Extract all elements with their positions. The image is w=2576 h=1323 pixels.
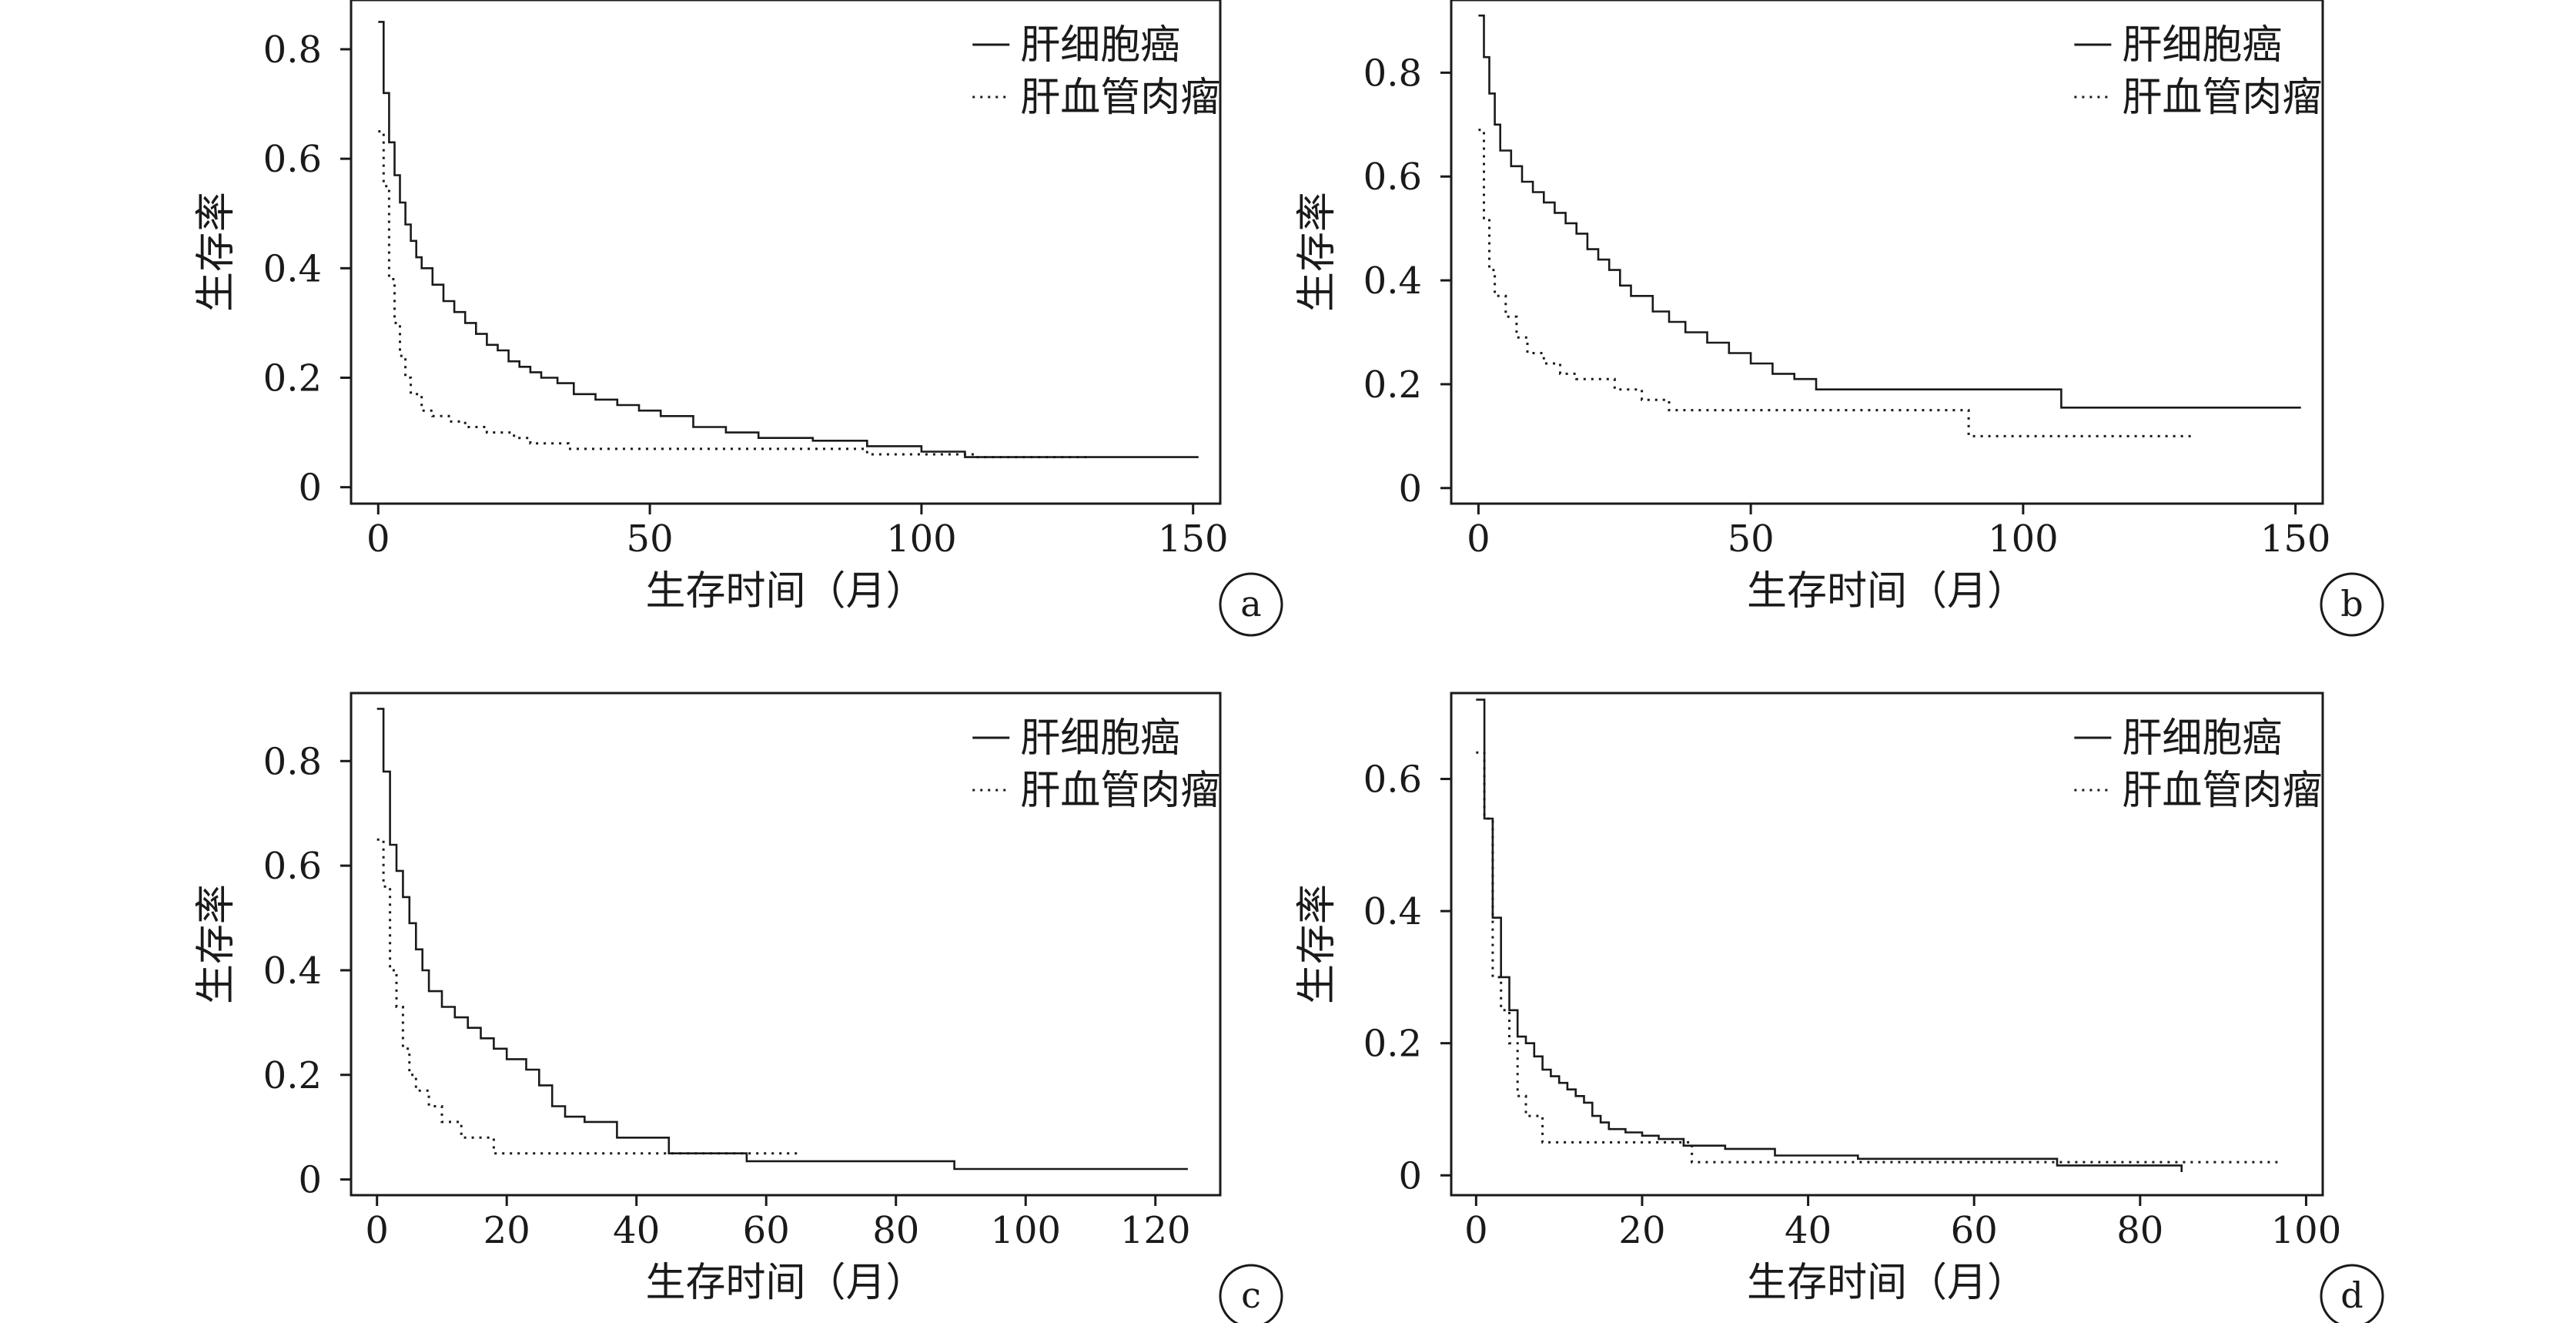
- x-tick-label: 100: [2271, 1209, 2342, 1252]
- y-tick-label: 0.6: [263, 845, 322, 888]
- x-tick-label: 50: [1728, 517, 1775, 561]
- x-tick-label: 0: [1464, 1209, 1488, 1252]
- legend-label: 肝细胞癌: [2122, 22, 2282, 69]
- chart-panel-a: 0 0.2 0.4 0.6 0.8 0 50 100 150 生存时间（月） 生存率 肝细胞癌肝血管肉…: [193, 0, 1283, 637]
- y-tick-label: 0.8: [263, 28, 322, 72]
- x-tick-label: 20: [483, 1209, 530, 1252]
- series-line-hcc: [378, 21, 1199, 458]
- x-tick-label: 150: [2260, 517, 2331, 561]
- y-tick-label: 0: [298, 1159, 322, 1202]
- y-tick-label: 0: [298, 467, 322, 510]
- legend-label: 肝血管肉瘤: [1020, 75, 1220, 121]
- x-tick-label: 60: [1951, 1209, 1998, 1252]
- panel-label-circle: [1219, 1264, 1283, 1323]
- x-tick-label: 100: [990, 1209, 1061, 1252]
- panel-label: b: [2340, 583, 2363, 625]
- y-tick-label: 0: [1398, 467, 1422, 511]
- y-axis-label: 生存率: [1294, 884, 1340, 1004]
- y-tick-label: 0.2: [263, 357, 322, 400]
- y-tick-label: 0.4: [1363, 890, 1422, 933]
- series-line-hcc: [1476, 698, 2183, 1172]
- x-tick-label: 100: [886, 517, 957, 561]
- chart-panel-b: 0 0.2 0.4 0.6 0.8 0 50 100 150 生存时间（月） 生存率 肝细胞癌肝血管肉…: [1294, 0, 2384, 637]
- legend-label: 肝血管肉瘤: [1020, 768, 1220, 814]
- legend-label: 肝细胞癌: [1020, 715, 1180, 762]
- y-axis-label: 生存率: [193, 884, 239, 1004]
- y-tick-label: 0.6: [1363, 156, 1422, 199]
- x-tick-label: 60: [743, 1209, 790, 1252]
- legend-label: 肝血管肉瘤: [2122, 75, 2322, 121]
- y-tick-label: 0.4: [263, 247, 322, 290]
- x-axis-label: 生存时间（月）: [1747, 568, 2027, 615]
- y-tick-label: 0.4: [263, 950, 322, 993]
- series-line-hcc: [1478, 14, 2301, 409]
- legend-label: 肝血管肉瘤: [2122, 768, 2322, 814]
- x-tick-label: 0: [1467, 517, 1490, 561]
- series-line-hcc: [376, 708, 1188, 1171]
- y-tick-label: 0.6: [263, 138, 322, 181]
- legend-label: 肝细胞癌: [1020, 22, 1180, 69]
- x-axis-label: 生存时间（月）: [1747, 1260, 2027, 1306]
- y-tick-label: 0.2: [263, 1054, 322, 1097]
- y-tick-label: 0.8: [263, 740, 322, 783]
- x-tick-label: 20: [1618, 1209, 1665, 1252]
- panel-label-circle: [2320, 572, 2384, 637]
- y-tick-label: 0.4: [1363, 260, 1422, 303]
- y-tick-label: 0.6: [1363, 759, 1422, 802]
- legend-label: 肝细胞癌: [2122, 715, 2282, 762]
- panel-label-circle: [2320, 1264, 2384, 1323]
- y-axis-label: 生存率: [193, 192, 239, 312]
- series-line-angiosarcoma: [376, 838, 799, 1155]
- chart-panel-c: 0 0.2 0.4 0.6 0.8 0 20 40 60 80 100 120 生存时间（月） 生存率 肝细…: [193, 692, 1283, 1323]
- chart-panel-d: 0 0.2 0.4 0.6 0 20 40 60 80 100 生存时间（月） 生存率 肝细胞癌肝血管肉…: [1294, 692, 2384, 1323]
- plot-frame: [1450, 0, 2324, 505]
- x-tick-label: 0: [366, 517, 390, 561]
- plot-frame: [350, 0, 1222, 505]
- y-tick-label: 0.2: [1363, 363, 1422, 407]
- x-axis-label: 生存时间（月）: [645, 1260, 925, 1306]
- y-tick-label: 0.2: [1363, 1023, 1422, 1066]
- series-line-angiosarcoma: [1478, 129, 2193, 437]
- x-tick-label: 80: [2116, 1209, 2163, 1252]
- x-tick-label: 50: [627, 517, 674, 561]
- x-tick-label: 40: [1785, 1209, 1832, 1252]
- series-line-angiosarcoma: [378, 130, 1090, 459]
- x-axis-label: 生存时间（月）: [645, 568, 925, 615]
- panel-label: d: [2340, 1274, 2363, 1316]
- panel-label: a: [1240, 583, 1261, 625]
- x-tick-label: 40: [613, 1209, 660, 1252]
- x-tick-label: 0: [365, 1209, 389, 1252]
- y-tick-label: 0: [1398, 1154, 1422, 1197]
- panel-label: c: [1241, 1274, 1261, 1316]
- x-tick-label: 80: [872, 1209, 919, 1252]
- y-axis-label: 生存率: [1294, 192, 1340, 312]
- x-tick-label: 100: [1988, 517, 2059, 561]
- panel-label-circle: [1219, 572, 1283, 637]
- x-tick-label: 120: [1120, 1209, 1191, 1252]
- x-tick-label: 150: [1158, 517, 1229, 561]
- y-tick-label: 0.8: [1363, 52, 1422, 95]
- plot-frame: [350, 692, 1222, 1197]
- plot-frame: [1450, 692, 2324, 1197]
